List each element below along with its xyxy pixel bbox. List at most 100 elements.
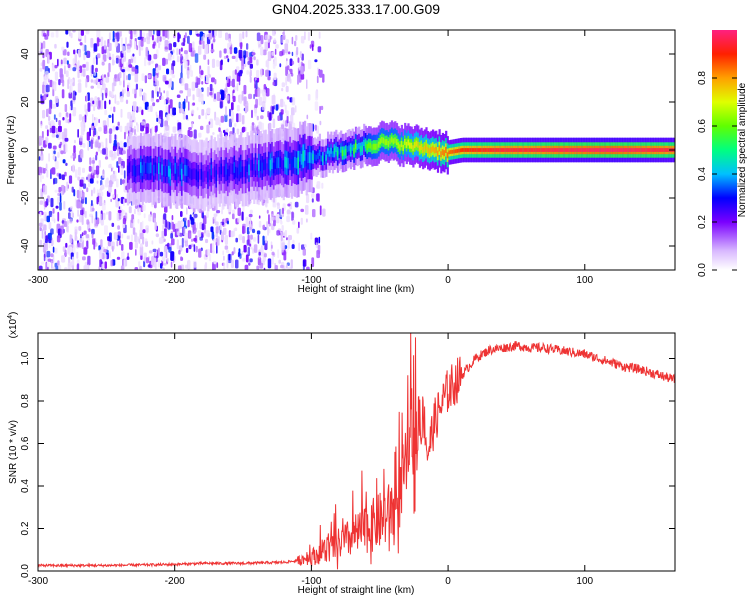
ridge-cell [555,148,558,152]
noise-speckle [193,260,197,268]
ridge-cell [322,155,325,162]
noise-speckle [69,113,72,123]
ridge-cell [463,148,466,152]
noise-speckle [285,77,288,86]
noise-speckle [314,59,318,63]
noise-speckle [55,117,58,123]
noise-speckle [225,83,228,93]
ridge-cell [364,142,367,148]
noise-speckle [40,124,43,129]
noise-speckle [314,101,319,111]
noise-speckle [105,76,110,83]
noise-speckle [77,49,80,56]
noise-speckle [125,37,127,47]
ridge-cell [484,148,487,152]
noise-speckle [82,64,87,68]
noise-speckle [307,31,310,41]
noise-speckle [58,264,62,270]
noise-speckle [64,171,67,177]
noise-speckle [256,115,259,121]
noise-speckle [231,251,234,256]
noise-speckle [249,243,252,247]
noise-speckle [109,232,112,242]
x-tick-label: -300 [28,275,48,286]
noise-speckle [304,31,306,40]
noise-speckle [115,126,119,131]
noise-speckle [55,205,59,209]
noise-speckle [178,48,181,55]
noise-speckle [215,117,220,126]
noise-speckle [271,213,274,217]
noise-speckle [92,122,94,126]
noise-speckle [216,245,218,254]
noise-speckle [294,201,299,208]
noise-speckle [198,39,202,45]
noise-speckle [91,171,94,176]
noise-speckle [283,30,285,37]
noise-speckle [287,242,289,251]
ridge-cell [522,148,525,152]
ridge-cell [272,162,275,174]
noise-speckle [57,131,61,140]
noise-speckle [281,82,285,88]
noise-speckle [139,245,144,256]
noise-speckle [315,242,318,249]
noise-speckle [52,246,55,253]
noise-speckle [45,84,50,93]
ridge-cell [215,170,218,182]
ridge-cell [591,148,594,152]
noise-speckle [271,251,275,256]
noise-speckle [201,223,205,231]
noise-speckle [65,30,69,35]
noise-speckle [73,107,77,114]
ridge-cell [315,154,318,161]
noise-speckle [244,103,248,114]
noise-speckle [211,231,215,240]
noise-speckle [87,141,90,151]
noise-speckle [182,59,186,63]
noise-speckle [114,38,117,48]
noise-speckle [73,49,76,55]
noise-speckle [180,221,184,227]
noise-speckle [154,125,158,133]
noise-speckle [255,98,258,108]
ridge-cell [161,164,164,176]
noise-speckle [138,106,142,113]
noise-speckle [253,93,255,100]
noise-speckle [113,151,117,159]
noise-speckle [180,211,183,217]
noise-speckle [141,32,146,38]
noise-speckle [80,126,85,136]
noise-speckle [271,244,273,249]
ridge-cell [459,148,462,153]
noise-speckle [92,130,95,137]
noise-speckle [102,148,106,155]
x-tick-label: -100 [301,576,321,587]
noise-speckle [112,145,117,152]
noise-speckle [96,53,101,59]
noise-speckle [279,51,283,57]
noise-speckle [171,74,176,78]
ridge-cell [423,145,426,152]
colorbar-label: Normalized spectral amplitude [737,82,748,217]
noise-speckle [198,248,202,258]
noise-speckle [306,266,310,270]
ridge-cell [405,141,408,148]
ridge-cell [533,148,536,152]
noise-speckle [123,198,125,206]
noise-speckle [236,128,240,135]
noise-speckle [171,221,174,230]
noise-speckle [68,212,71,219]
noise-speckle [275,44,279,49]
x-tick-label: -200 [165,576,185,587]
ridge-cell [510,148,513,152]
noise-speckle [114,134,117,140]
noise-speckle [223,48,227,54]
noise-speckle [229,108,231,117]
ridge-cell [218,166,221,178]
noise-speckle [46,129,49,137]
noise-speckle [96,56,98,65]
noise-speckle [91,233,94,239]
noise-speckle [215,226,219,234]
noise-speckle [95,67,98,73]
